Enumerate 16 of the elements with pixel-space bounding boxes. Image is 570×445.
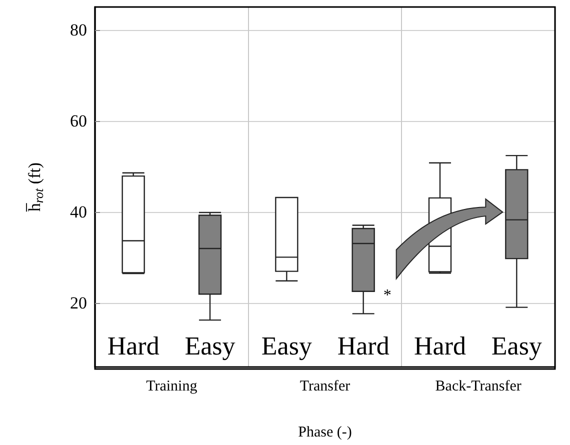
x-axis-title: Phase (-) [298,424,352,440]
text: Transfer [300,378,350,394]
y-tick-label: 20 [70,294,87,313]
x-tick-label: Easy [491,332,542,360]
x-tick-label: Easy [184,332,236,360]
text: Training [146,378,198,394]
x-tick-label: Hard [107,332,160,360]
y-tick-label: 40 [70,202,87,222]
x-tick-label: Easy [261,332,312,360]
y-tick-label: 60 [70,111,87,130]
text: Back-Transfer [435,378,522,394]
annotation: * [383,286,392,304]
x-tick-label: Hard [414,332,466,360]
y-axis-title: h̅rot (ft) [25,162,46,212]
x-tick-label: Hard [337,332,390,360]
y-tick-label: 80 [70,20,87,40]
